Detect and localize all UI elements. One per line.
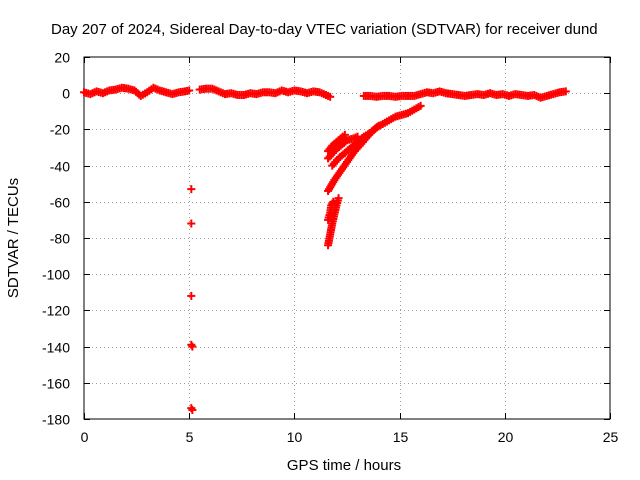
tick-labels: -180 -160 -140 -120 -100 -80 -60 -40 -20 0 20 0 5 10 1… xyxy=(42,50,619,446)
y-tick-label: 20 xyxy=(54,50,70,66)
series-arc_5 xyxy=(324,130,349,156)
y-tick-label: -60 xyxy=(50,195,70,211)
x-tick-label: 0 xyxy=(81,429,89,445)
axis-ticks xyxy=(84,57,611,420)
series-arc_2 xyxy=(324,197,338,224)
series-baseline_early xyxy=(80,83,194,100)
y-tick-label: -40 xyxy=(50,159,70,175)
series-arc_6 xyxy=(328,101,425,170)
series-baseline_late xyxy=(359,87,570,102)
x-tick-label: 20 xyxy=(498,429,514,445)
y-tick-label: -80 xyxy=(50,231,70,247)
data-points xyxy=(80,83,570,414)
y-tick-label: -20 xyxy=(50,122,70,138)
y-tick-label: -160 xyxy=(42,376,70,392)
series-baseline_mid xyxy=(195,84,335,101)
x-tick-label: 5 xyxy=(186,429,194,445)
y-tick-label: 0 xyxy=(62,86,70,102)
grid-lines xyxy=(84,57,610,419)
x-tick-label: 15 xyxy=(393,429,409,445)
y-tick-label: -120 xyxy=(42,303,70,319)
y-axis-title: SDTVAR / TECUs xyxy=(5,178,22,298)
x-axis-title: GPS time / hours xyxy=(287,457,401,474)
series-outliers_5h xyxy=(187,185,197,414)
y-tick-label: -140 xyxy=(42,340,70,356)
x-tick-label: 25 xyxy=(603,429,619,445)
x-tick-label: 10 xyxy=(287,429,303,445)
plot-frame xyxy=(83,56,611,420)
y-tick-label: -180 xyxy=(42,412,70,428)
chart-title: Day 207 of 2024, Sidereal Day-to-day VTE… xyxy=(51,21,598,38)
y-tick-label: -100 xyxy=(42,267,70,283)
